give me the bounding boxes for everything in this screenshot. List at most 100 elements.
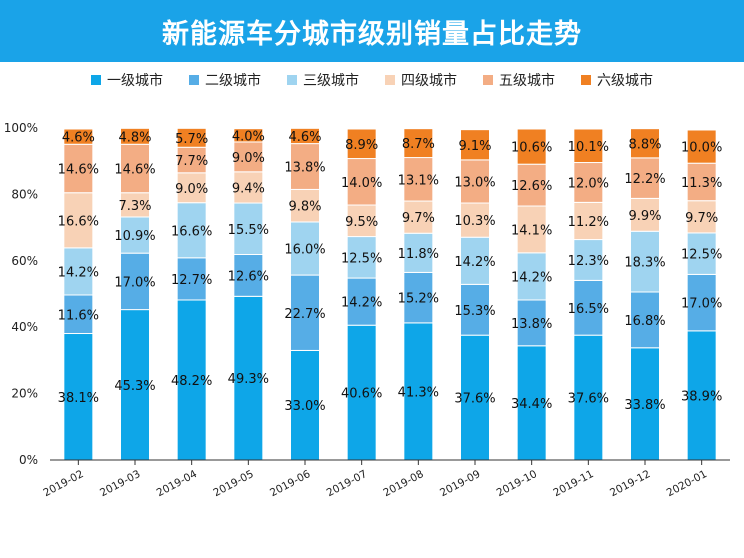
bar-segment bbox=[120, 192, 150, 218]
x-tick-label: 2019-02 bbox=[41, 468, 85, 499]
legend-item: 二级城市 bbox=[189, 68, 261, 92]
bar-segment bbox=[176, 202, 207, 259]
data-label: 8.8% bbox=[628, 137, 661, 152]
bar-segment bbox=[460, 159, 490, 204]
bar-segment bbox=[686, 273, 717, 332]
data-label: 10.6% bbox=[511, 141, 552, 156]
data-label: 11.6% bbox=[58, 308, 99, 323]
data-label: 33.0% bbox=[284, 399, 325, 414]
bar-segment bbox=[516, 299, 547, 347]
y-tick-label: 0% bbox=[19, 453, 38, 467]
data-label: 14.2% bbox=[58, 265, 99, 280]
data-label: 11.3% bbox=[681, 176, 722, 191]
bar-segment bbox=[516, 252, 547, 301]
bar-segment bbox=[63, 143, 94, 194]
legend-item: 五级城市 bbox=[483, 68, 555, 92]
data-label: 17.0% bbox=[681, 297, 722, 312]
bar-segment bbox=[630, 347, 660, 461]
data-label: 14.2% bbox=[341, 296, 382, 311]
bar-segment bbox=[346, 236, 377, 279]
chart-legend: 一级城市 二级城市 三级城市 四级城市 五级城市 六级城市 bbox=[0, 68, 744, 92]
data-label: 34.4% bbox=[511, 397, 552, 412]
data-label: 12.7% bbox=[171, 273, 212, 288]
x-tick-label: 2019-03 bbox=[98, 468, 142, 499]
legend-item: 三级城市 bbox=[287, 68, 359, 92]
bar-segment bbox=[516, 205, 547, 254]
data-label: 14.2% bbox=[454, 255, 495, 270]
data-label: 16.6% bbox=[171, 224, 212, 239]
bar-segment bbox=[63, 128, 94, 145]
bar-segment bbox=[403, 271, 434, 324]
bar-segment bbox=[460, 283, 490, 336]
legend-swatch bbox=[91, 75, 101, 85]
data-label: 11.8% bbox=[398, 247, 439, 262]
bar-segment bbox=[120, 127, 150, 145]
data-label: 9.1% bbox=[458, 139, 491, 154]
bar-segment bbox=[686, 200, 717, 234]
data-label: 7.3% bbox=[118, 199, 151, 214]
legend-label: 五级城市 bbox=[499, 73, 555, 89]
legend-label: 三级城市 bbox=[303, 73, 359, 89]
data-label: 38.9% bbox=[681, 389, 722, 404]
legend-swatch bbox=[189, 75, 199, 85]
data-label: 10.0% bbox=[681, 141, 722, 156]
x-tick-label: 2019-06 bbox=[268, 468, 313, 499]
data-label: 10.1% bbox=[568, 140, 609, 155]
legend-item: 六级城市 bbox=[581, 68, 653, 92]
bar-segment bbox=[176, 172, 207, 204]
data-label: 15.3% bbox=[454, 304, 495, 319]
x-tick-label: 2019-07 bbox=[325, 468, 369, 499]
chart-title: 新能源车分城市级别销量占比走势 bbox=[162, 18, 582, 50]
y-tick-label: 40% bbox=[11, 320, 38, 334]
data-label: 16.0% bbox=[284, 243, 325, 258]
legend-swatch bbox=[581, 75, 591, 85]
bar-segment bbox=[573, 128, 604, 164]
bar-segment bbox=[346, 324, 377, 461]
x-tick-label: 2019-05 bbox=[211, 468, 255, 499]
bar-segment bbox=[630, 157, 660, 199]
data-label: 9.7% bbox=[685, 211, 718, 226]
bar-segment bbox=[573, 334, 604, 461]
bar-segment bbox=[460, 236, 490, 285]
data-label: 49.3% bbox=[228, 372, 269, 387]
data-label: 9.8% bbox=[288, 200, 321, 215]
data-label: 8.9% bbox=[345, 138, 378, 153]
data-label: 12.2% bbox=[624, 172, 665, 187]
data-label: 12.3% bbox=[568, 254, 609, 269]
bar-segment bbox=[403, 128, 434, 159]
bar-segment bbox=[516, 163, 547, 207]
data-label: 5.7% bbox=[175, 132, 208, 147]
y-tick-label: 20% bbox=[11, 387, 38, 401]
data-label: 14.6% bbox=[114, 163, 155, 178]
data-label: 12.5% bbox=[681, 248, 722, 263]
data-label: 16.6% bbox=[58, 214, 99, 229]
data-label: 48.2% bbox=[171, 374, 212, 389]
data-label: 22.7% bbox=[284, 307, 325, 322]
bar-segment bbox=[233, 128, 264, 143]
legend-item: 一级城市 bbox=[91, 68, 163, 92]
data-label: 12.6% bbox=[228, 269, 269, 284]
bar-segment bbox=[630, 128, 660, 159]
legend-item: 四级城市 bbox=[385, 68, 457, 92]
x-tick-label: 2019-10 bbox=[495, 468, 539, 499]
y-tick-label: 60% bbox=[11, 254, 38, 268]
data-label: 4.6% bbox=[288, 130, 321, 145]
data-label: 4.6% bbox=[62, 131, 95, 146]
data-label: 38.1% bbox=[58, 391, 99, 406]
data-label: 12.0% bbox=[568, 176, 609, 191]
data-label: 12.5% bbox=[341, 251, 382, 266]
data-label: 15.5% bbox=[228, 223, 269, 238]
data-label: 9.0% bbox=[232, 151, 265, 166]
bar-segment bbox=[573, 201, 604, 241]
data-label: 10.3% bbox=[454, 214, 495, 229]
x-tick-label: 2019-11 bbox=[551, 468, 595, 499]
data-label: 16.5% bbox=[568, 302, 609, 317]
bar-segment bbox=[516, 345, 547, 461]
data-label: 9.0% bbox=[175, 182, 208, 197]
bar-segment bbox=[686, 232, 717, 275]
legend-label: 二级城市 bbox=[205, 73, 261, 89]
bar-segment bbox=[346, 128, 377, 160]
legend-label: 一级城市 bbox=[107, 73, 163, 89]
data-label: 40.6% bbox=[341, 387, 382, 402]
